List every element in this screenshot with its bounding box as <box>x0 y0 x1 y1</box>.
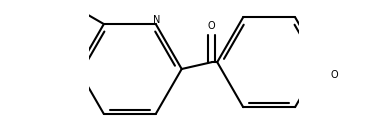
Text: O: O <box>208 21 216 31</box>
Text: N: N <box>153 15 161 25</box>
Text: O: O <box>331 70 338 80</box>
